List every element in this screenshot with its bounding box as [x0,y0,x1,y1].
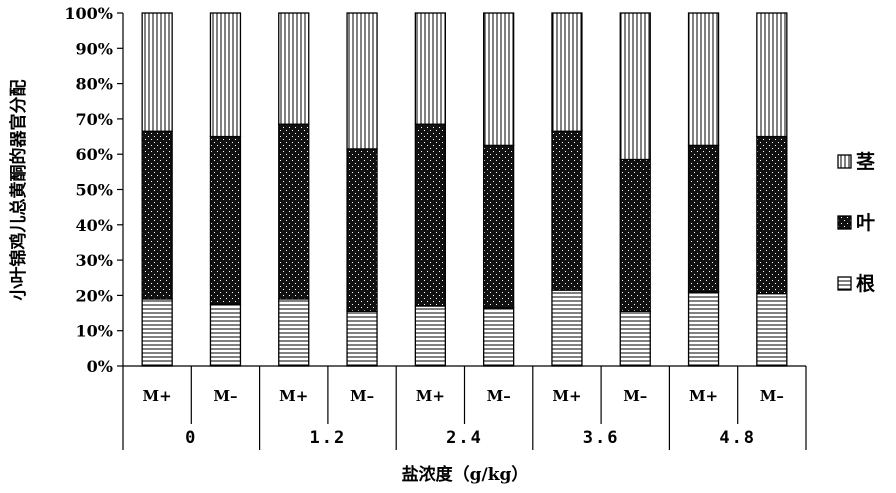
x-group-label: 4.8 [719,428,756,448]
bar-segment-stem [414,12,447,125]
y-tick-label: 70% [76,110,113,129]
x-group-label: 3.6 [583,428,620,448]
bar-segment-leaf [551,130,583,291]
x-axis-title: 盐浓度（g/kg） [402,464,529,485]
x-category-label: M+ [143,387,172,405]
bar-segment-leaf [209,135,242,305]
bar-segment-leaf [141,130,173,300]
legend-label: 茎 [856,150,875,173]
x-axis: M+ M– M+ M– M+ M– M+ M– M+ M– 0 1.2 2.4 3.6 4.8 [122,365,807,450]
bar-segment-root [414,305,447,367]
bar-segment-root [551,289,583,367]
bar-segment-root [278,298,310,367]
legend-swatch [837,154,852,169]
y-tick-label: 40% [76,216,113,235]
bar-segment-stem [141,12,173,132]
y-tick-label: 20% [76,286,113,305]
bar-segment-leaf [756,135,788,295]
bar-segment-stem [619,12,651,161]
y-tick-label: 80% [76,75,113,94]
x-category-label: M+ [552,387,581,405]
bar-segment-stem [346,12,378,150]
x-group-label: 2.4 [446,428,483,448]
bar-segment-root [687,291,720,367]
x-category-label: M– [487,387,511,405]
bar-segment-root [209,303,242,367]
y-tick-label: 60% [76,145,113,164]
bar-segment-root [482,307,515,367]
y-tick-label: 30% [76,251,113,270]
legend-swatch [837,215,852,230]
bar-segment-leaf [619,158,651,312]
bar-segment-leaf [482,144,515,309]
x-category-label: M+ [689,387,718,405]
x-category-label: M– [760,387,784,405]
bar-segment-leaf [278,123,310,300]
bar-segment-root [756,292,788,367]
x-category-label: M– [623,387,647,405]
bar-segment-stem [551,12,583,132]
x-category-label: M+ [416,387,445,405]
legend-label: 根 [856,272,875,295]
bar-segment-root [346,310,378,367]
x-group-label: 1.2 [310,428,347,448]
bars [141,12,788,367]
legend: 茎叶根 [837,150,875,295]
bar-segment-root [619,310,651,367]
legend-swatch [837,276,852,291]
y-tick-label: 50% [76,181,113,200]
x-category-label: M+ [279,387,308,405]
y-axis: 0% 10% 20% 30% 40% 50% 60% 70% 80% 90% 100% [64,4,124,376]
y-axis-title: 小叶锦鸡儿总黄酮的器官分配 [8,80,29,301]
bar-segment-leaf [414,123,447,307]
x-category-label: M– [350,387,374,405]
bar-segment-stem [756,12,788,138]
y-tick-label: 90% [76,39,113,58]
y-tick-label: 0% [87,357,113,376]
bar-segment-stem [209,12,242,138]
bar-segment-leaf [687,144,720,293]
bar-segment-stem [278,12,310,125]
bar-segment-leaf [346,148,378,312]
bar-segment-root [141,298,173,367]
x-group-label: 0 [185,428,197,448]
bar-segment-stem [482,12,515,147]
y-tick-label: 100% [64,4,113,23]
y-tick-label: 10% [76,322,113,341]
x-category-label: M– [213,387,237,405]
bar-segment-stem [687,12,720,147]
legend-label: 叶 [856,212,875,234]
